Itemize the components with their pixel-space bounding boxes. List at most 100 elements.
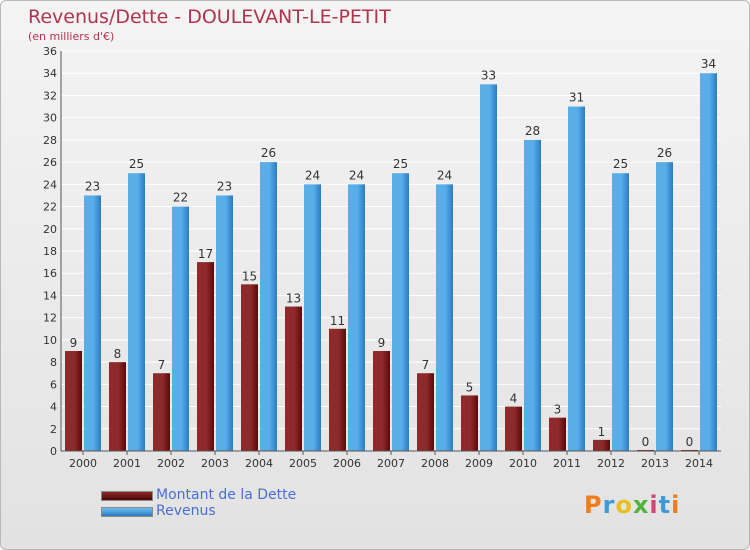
data-label-dette-2013: 0 <box>642 435 650 449</box>
y-tick-label: 2 <box>50 423 57 436</box>
legend-swatch-revenus <box>101 507 153 517</box>
bar-dette-2012 <box>593 439 610 451</box>
x-tick-label: 2014 <box>685 457 713 470</box>
x-tick-label: 2006 <box>333 457 361 470</box>
data-label-dette-2005: 13 <box>286 292 301 306</box>
bar-revenus-2006 <box>348 184 365 452</box>
data-label-dette-2004: 15 <box>242 269 257 283</box>
bar-revenus-2001 <box>128 173 145 451</box>
y-tick-label: 26 <box>43 156 57 169</box>
y-tick-label: 12 <box>43 312 57 325</box>
x-tick-label: 2011 <box>553 457 581 470</box>
chart-title: Revenus/Dette - DOULEVANT-LE-PETIT <box>28 6 391 28</box>
data-label-revenus-2003: 23 <box>217 179 232 193</box>
bar-revenus-2002 <box>172 206 189 451</box>
bar-dette-2000 <box>65 351 82 451</box>
data-label-revenus-2002: 22 <box>173 191 188 205</box>
bar-dette-2005 <box>285 306 302 451</box>
logo-letter: P <box>584 491 603 519</box>
bar-revenus-2000 <box>84 195 101 451</box>
y-tick-label: 34 <box>43 67 57 80</box>
bar-dette-2010 <box>505 406 522 451</box>
logo-letter: x <box>632 491 650 519</box>
data-label-revenus-2006: 24 <box>349 168 364 182</box>
y-tick-label: 14 <box>43 289 57 302</box>
data-label-dette-2009: 5 <box>466 380 474 394</box>
bar-dette-2003 <box>197 262 214 451</box>
data-label-revenus-2009: 33 <box>481 68 496 82</box>
bar-dette-2006 <box>329 328 346 451</box>
data-label-dette-2001: 8 <box>114 347 122 361</box>
y-tick-label: 30 <box>43 112 57 125</box>
bar-dette-2002 <box>153 373 170 451</box>
data-label-revenus-2013: 26 <box>657 146 672 160</box>
data-label-revenus-2005: 24 <box>305 168 320 182</box>
data-label-dette-2002: 7 <box>158 358 166 372</box>
x-tick-label: 2002 <box>157 457 185 470</box>
x-tick-label: 2008 <box>421 457 449 470</box>
bar-revenus-2012 <box>612 173 629 451</box>
bar-dette-2008 <box>417 373 434 451</box>
bar-revenus-2014 <box>700 73 717 451</box>
y-tick-label: 24 <box>43 178 57 191</box>
bar-revenus-2013 <box>656 162 673 451</box>
x-tick-label: 2001 <box>113 457 141 470</box>
data-label-revenus-2011: 31 <box>569 91 584 105</box>
x-tick-label: 2009 <box>465 457 493 470</box>
bar-dette-2004 <box>241 284 258 451</box>
data-label-dette-2012: 1 <box>598 425 606 439</box>
proxiti-logo: Proxiti <box>584 491 680 519</box>
data-label-revenus-2007: 25 <box>393 157 408 171</box>
x-tick-label: 2004 <box>245 457 273 470</box>
legend-swatch-dette <box>101 491 153 501</box>
bar-revenus-2009 <box>480 84 497 451</box>
legend-label-revenus: Revenus <box>156 503 216 519</box>
bar-revenus-2005 <box>304 184 321 452</box>
data-label-revenus-2000: 23 <box>85 179 100 193</box>
x-tick-label: 2000 <box>69 457 97 470</box>
bar-revenus-2007 <box>392 173 409 451</box>
x-tick-label: 2003 <box>201 457 229 470</box>
data-label-revenus-2014: 34 <box>701 57 716 71</box>
logo-letter: i <box>649 491 659 519</box>
y-tick-label: 4 <box>50 401 57 414</box>
y-tick-label: 28 <box>43 134 57 147</box>
data-label-revenus-2004: 26 <box>261 146 276 160</box>
y-tick-label: 32 <box>43 89 57 102</box>
logo-letter: o <box>615 491 633 519</box>
bar-dette-2011 <box>549 417 566 451</box>
y-tick-label: 18 <box>43 245 57 258</box>
data-label-dette-2007: 9 <box>378 336 386 350</box>
data-label-dette-2003: 17 <box>198 247 213 261</box>
bar-revenus-2003 <box>216 195 233 451</box>
y-tick-label: 10 <box>43 334 57 347</box>
x-tick-label: 2013 <box>641 457 669 470</box>
data-label-dette-2000: 9 <box>70 336 78 350</box>
data-label-dette-2008: 7 <box>422 358 430 372</box>
data-label-revenus-2001: 25 <box>129 157 144 171</box>
x-tick-label: 2012 <box>597 457 625 470</box>
bar-dette-2001 <box>109 362 126 451</box>
y-tick-label: 20 <box>43 223 57 236</box>
x-tick-label: 2005 <box>289 457 317 470</box>
legend-label-dette: Montant de la Dette <box>156 487 297 503</box>
x-tick-label: 2010 <box>509 457 537 470</box>
data-label-dette-2011: 3 <box>554 403 562 417</box>
data-label-dette-2006: 11 <box>330 314 345 328</box>
bar-revenus-2010 <box>524 139 541 451</box>
bar-revenus-2008 <box>436 184 453 452</box>
bar-dette-2007 <box>373 351 390 451</box>
y-tick-label: 6 <box>50 378 57 391</box>
logo-letter: r <box>602 491 616 519</box>
bar-revenus-2011 <box>568 106 585 452</box>
y-tick-label: 0 <box>50 445 57 458</box>
logo-letter: i <box>671 491 681 519</box>
bar-revenus-2004 <box>260 162 277 451</box>
x-tick-label: 2007 <box>377 457 405 470</box>
data-label-dette-2014: 0 <box>686 435 694 449</box>
y-tick-label: 16 <box>43 267 57 280</box>
y-tick-label: 22 <box>43 201 57 214</box>
data-label-dette-2010: 4 <box>510 392 518 406</box>
